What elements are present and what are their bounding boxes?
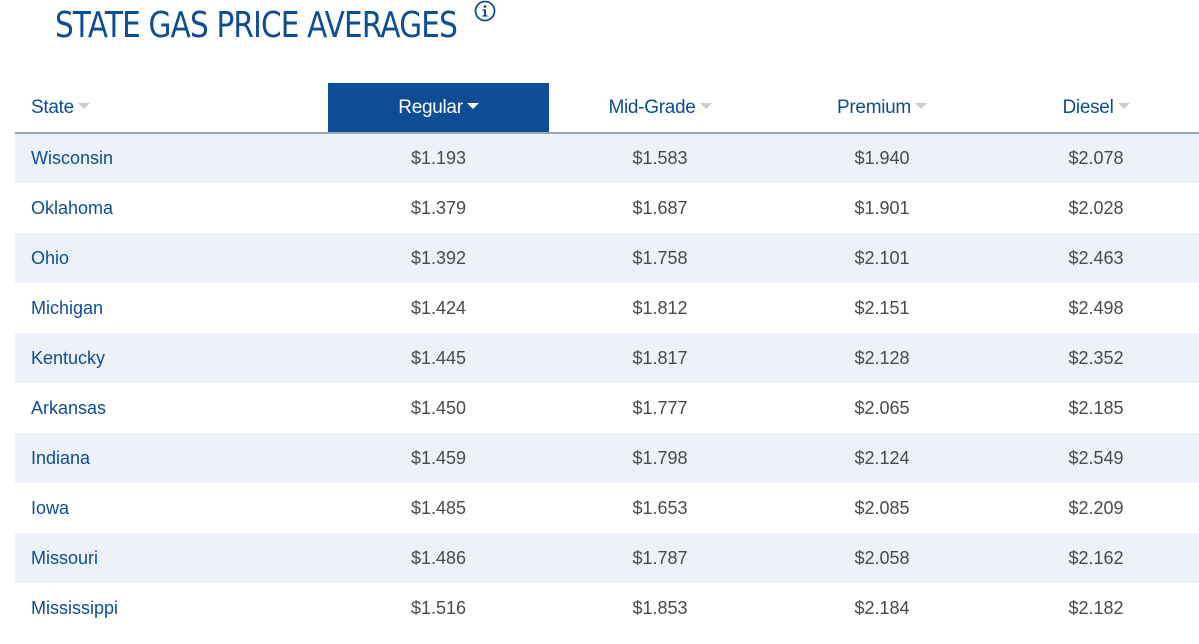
- table-row: Iowa $1.485 $1.653 $2.085 $2.209: [15, 483, 1199, 533]
- midgrade-price: $1.758: [632, 247, 688, 268]
- midgrade-price: $1.853: [632, 597, 688, 618]
- premium-price: $2.151: [854, 297, 910, 318]
- diesel-price: $2.463: [1068, 247, 1124, 268]
- premium-price: $1.940: [854, 148, 910, 168]
- page-title: STATE GAS PRICE AVERAGES: [55, 5, 458, 46]
- midgrade-price: $1.777: [632, 397, 688, 418]
- header-label-premium: Premium: [837, 96, 911, 118]
- sort-arrow-icon: [77, 103, 90, 110]
- regular-price: $1.450: [410, 397, 467, 418]
- diesel-price: $2.185: [1068, 397, 1124, 418]
- state-link[interactable]: Missouri: [31, 547, 99, 568]
- header-label-regular: Regular: [398, 96, 463, 118]
- state-link[interactable]: Oklahoma: [31, 197, 114, 218]
- midgrade-price: $1.798: [632, 447, 688, 468]
- gas-price-table: State Regular Mid-Grade Premium Diesel W…: [15, 83, 1199, 633]
- table-row: Mississippi $1.516 $1.853 $2.184 $2.182: [15, 583, 1199, 633]
- state-link[interactable]: Indiana: [31, 447, 91, 468]
- regular-price: $1.193: [410, 148, 467, 168]
- page-header: STATE GAS PRICE AVERAGES: [55, 2, 545, 50]
- diesel-price: $2.162: [1068, 547, 1124, 568]
- midgrade-price: $1.653: [632, 497, 688, 518]
- regular-price: $1.392: [410, 247, 467, 268]
- sort-state-header[interactable]: State: [15, 83, 328, 134]
- table-header-row: State Regular Mid-Grade Premium Diesel: [15, 83, 1199, 134]
- regular-price: $1.516: [410, 597, 467, 618]
- sort-arrow-icon: [699, 103, 712, 110]
- premium-price: $2.085: [854, 497, 910, 518]
- regular-price: $1.445: [410, 347, 467, 368]
- info-icon[interactable]: [474, 0, 496, 22]
- table-row: Wisconsin $1.193 $1.583 $1.940 $2.078: [15, 133, 1199, 183]
- table-row: Missouri $1.486 $1.787 $2.058 $2.162: [15, 533, 1199, 583]
- regular-price: $1.486: [410, 547, 467, 568]
- table-row: Ohio $1.392 $1.758 $2.101 $2.463: [15, 233, 1199, 283]
- premium-price: $2.101: [854, 247, 910, 268]
- state-link[interactable]: Michigan: [31, 297, 104, 318]
- sort-regular-header[interactable]: Regular: [328, 83, 549, 134]
- table-row: Arkansas $1.450 $1.777 $2.065 $2.185: [15, 383, 1199, 433]
- premium-price: $2.058: [854, 547, 910, 568]
- midgrade-price: $1.687: [632, 197, 688, 218]
- diesel-price: $2.209: [1068, 497, 1124, 518]
- table-row: Kentucky $1.445 $1.817 $2.128 $2.352: [15, 333, 1199, 383]
- diesel-price: $2.498: [1068, 297, 1124, 318]
- header-label-diesel: Diesel: [1062, 96, 1114, 118]
- regular-price: $1.459: [410, 447, 467, 468]
- state-link[interactable]: Mississippi: [31, 597, 119, 618]
- sort-premium-header[interactable]: Premium: [771, 83, 993, 134]
- premium-price: $1.901: [854, 197, 910, 218]
- diesel-price: $2.352: [1068, 347, 1124, 368]
- sort-arrow-icon: [914, 103, 927, 110]
- premium-price: $2.124: [854, 447, 910, 468]
- diesel-price: $2.078: [1068, 148, 1124, 168]
- state-link[interactable]: Wisconsin: [31, 148, 114, 168]
- table-row: Indiana $1.459 $1.798 $2.124 $2.549: [15, 433, 1199, 483]
- regular-price: $1.424: [410, 297, 467, 318]
- diesel-price: $2.549: [1068, 447, 1124, 468]
- sort-diesel-header[interactable]: Diesel: [993, 83, 1199, 134]
- midgrade-price: $1.583: [632, 148, 688, 168]
- premium-price: $2.065: [854, 397, 910, 418]
- regular-price: $1.485: [410, 497, 467, 518]
- premium-price: $2.128: [854, 347, 910, 368]
- midgrade-price: $1.812: [632, 297, 688, 318]
- diesel-price: $2.182: [1068, 597, 1124, 618]
- premium-price: $2.184: [854, 597, 910, 618]
- diesel-price: $2.028: [1068, 197, 1124, 218]
- header-label-state: State: [31, 96, 74, 118]
- table-row: Oklahoma $1.379 $1.687 $1.901 $2.028: [15, 183, 1199, 233]
- table-row: Michigan $1.424 $1.812 $2.151 $2.498: [15, 283, 1199, 333]
- header-label-midgrade: Mid-Grade: [608, 96, 696, 118]
- sort-arrow-icon: [1117, 103, 1130, 110]
- sort-midgrade-header[interactable]: Mid-Grade: [549, 83, 771, 134]
- sort-arrow-icon: [466, 103, 479, 110]
- state-link[interactable]: Arkansas: [31, 397, 107, 418]
- midgrade-price: $1.787: [632, 547, 688, 568]
- state-link[interactable]: Ohio: [31, 247, 70, 268]
- state-link[interactable]: Kentucky: [31, 347, 106, 368]
- midgrade-price: $1.817: [632, 347, 688, 368]
- state-link[interactable]: Iowa: [31, 497, 70, 518]
- regular-price: $1.379: [410, 197, 467, 218]
